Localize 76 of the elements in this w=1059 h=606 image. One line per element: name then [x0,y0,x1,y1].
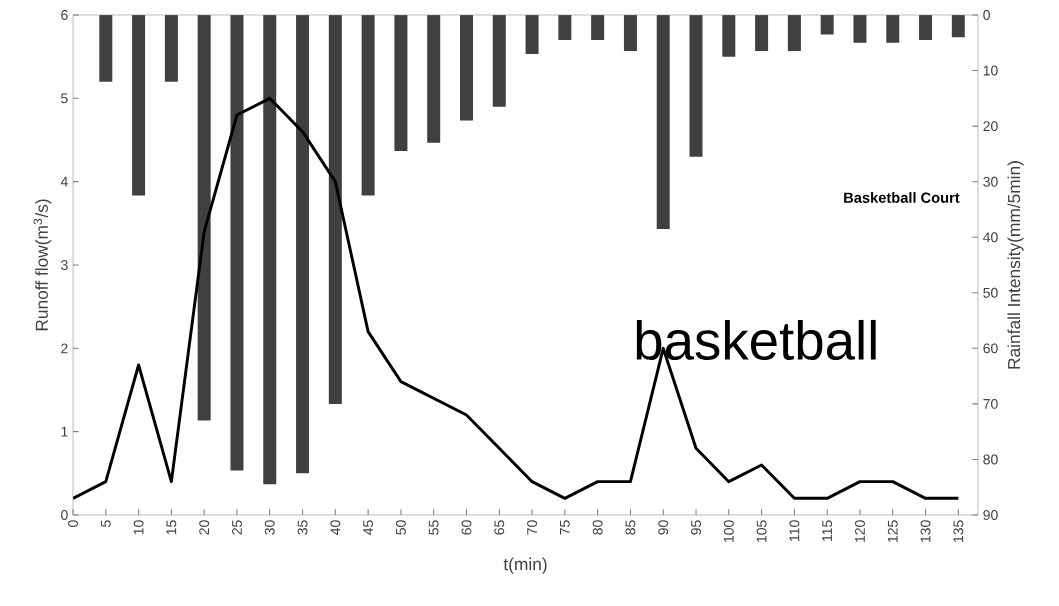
y-tick-label: 6 [61,10,68,20]
x-tick-label: 45 [363,520,374,535]
bar [787,15,801,52]
bar [263,15,277,485]
bar [492,15,506,107]
y2-tick-label: 70 [983,398,998,409]
y-tick-label: 0 [61,510,68,520]
y2-axis-title: Rainfall Intensity(mm/5min) [1007,161,1024,369]
x-tick-label: 110 [789,520,800,541]
bar [722,15,736,57]
x-tick-label: 0 [68,520,78,527]
bar [459,15,473,121]
y-tick-label: 5 [61,93,68,104]
x-tick-label: 80 [592,520,603,535]
bar [99,15,113,82]
bar [132,15,146,196]
x-tick-label: 70 [527,520,538,535]
x-tick-label: 60 [461,520,472,535]
bar [853,15,867,43]
x-tick-label: 40 [330,520,341,535]
bar [525,15,539,54]
y2-tick-label: 90 [983,510,998,520]
annotation: basketball [636,319,876,361]
bar [919,15,933,41]
bar [591,15,605,41]
y2-tick-label: 20 [983,121,998,132]
x-tick-label: 25 [232,520,242,535]
annotation: Basketball Court [844,192,960,203]
bar [361,15,375,196]
y2-tick-label: 10 [983,65,998,76]
y-tick-label: 1 [61,426,68,437]
x-tick-label: 105 [756,520,767,542]
y-tick-label: 4 [60,176,68,187]
x-axis-title: t(min) [503,557,547,574]
x-tick-label: 130 [920,520,931,542]
bar [328,15,342,404]
x-tick-label: 85 [625,520,636,535]
bar [656,15,670,229]
x-tick-label: 30 [264,520,275,535]
bar [197,15,211,421]
bar [623,15,637,52]
x-tick-label: 125 [887,520,898,542]
bar [886,15,900,43]
y-tick-label: 3 [61,260,68,270]
x-tick-label: 10 [133,520,144,535]
x-tick-label: 15 [166,520,177,535]
bar [689,15,703,157]
y2-tick-label: 0 [983,10,990,20]
x-tick-label: 55 [428,520,439,535]
bar [558,15,572,41]
x-tick-label: 65 [494,520,505,535]
x-tick-label: 100 [723,520,734,542]
x-tick-label: 90 [658,520,669,535]
x-tick-label: 35 [297,520,308,535]
y2-tick-label: 60 [983,343,998,354]
x-tick-label: 115 [822,520,833,541]
bar [164,15,178,82]
y-axis-title: Runoff flow(m$^{3}$/s) [33,199,52,331]
bar [427,15,441,143]
x-tick-label: 5 [100,520,111,527]
x-tick-label: 135 [953,520,964,542]
x-tick-label: 120 [855,520,865,542]
x-tick-label: 95 [691,520,701,535]
x-tick-label: 75 [559,520,570,535]
y2-tick-label: 30 [983,176,998,187]
y2-tick-label: 80 [983,454,998,465]
bar [394,15,408,152]
bar [820,15,834,35]
y-tick-label: 2 [61,343,68,354]
y2-tick-label: 50 [983,287,998,298]
bar [755,15,769,52]
y2-tick-label: 40 [983,232,998,243]
bar [230,15,244,471]
bar [296,15,310,474]
x-tick-label: 50 [395,520,406,535]
x-tick-label: 20 [199,520,210,535]
